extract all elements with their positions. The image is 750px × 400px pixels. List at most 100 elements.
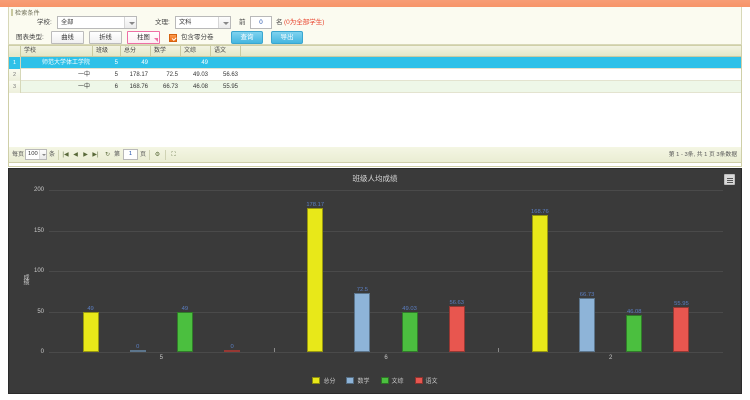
chart-bar[interactable]: 49.03 [401,306,418,352]
chevron-down-icon [39,150,46,159]
bar-value-label: 46.08 [626,308,642,315]
x-axis-divider [498,348,500,352]
y-axis-tick: 200 [33,187,44,193]
cell-school: 一中 [77,84,90,90]
prev-page-icon[interactable]: ◀ [73,152,78,158]
column-header-comp[interactable]: 文综 [181,46,211,57]
column-header-total[interactable]: 总分 [121,46,151,57]
cell-comp: 46.08 [192,84,208,90]
row-number: 1 [9,57,21,69]
y-axis-tick: 100 [33,268,44,274]
pagination-status: 第 1 - 3条, 共 1 页 3条数据 [668,152,737,158]
chart-bar[interactable]: 72.5 [354,287,371,352]
cell-comp: 49.03 [192,72,208,78]
bar-group: 49 0 49 0 5 [49,190,274,361]
chart-bar[interactable]: 0 [224,344,241,352]
school-select-value: 全部 [61,19,74,26]
grid-gutter-header [9,46,21,57]
bar-value-label: 66.73 [579,291,595,298]
column-header-chinese[interactable]: 语文 [211,46,241,57]
bar-value-label: 168.76 [531,209,549,216]
cell-chinese [211,57,241,69]
y-axis-tick: 150 [33,227,44,234]
table-row[interactable]: 2 一中 5 178.17 72.5 49.03 56.63 [9,69,741,81]
chart-bar[interactable]: 49 [176,306,193,352]
page-size-label: 每页 [12,152,25,158]
column-header-school[interactable]: 学校 [21,46,93,57]
next-page-icon[interactable]: ▶ [83,152,88,158]
stream-select[interactable]: 文科 [175,16,231,29]
column-header-math[interactable]: 数学 [151,46,181,57]
y-axis-tick: 50 [37,308,44,315]
y-gridline: 150 [34,228,723,234]
column-header-class[interactable]: 班级 [93,46,121,57]
page-number-input[interactable]: 1 [123,149,138,160]
chart-bar[interactable]: 66.73 [579,292,596,352]
bar-group: 168.76 66.73 46.08 55.95 2 [498,190,723,361]
chart-title: 班级人均成绩 [352,174,398,183]
chart-legend: 总分 数学 文综 语文 [9,376,741,385]
chart-bar[interactable]: 55.95 [673,301,690,352]
chart-bar[interactable]: 46.08 [626,309,643,352]
cell-class: 5 [114,60,118,66]
cell-total: 168.76 [129,84,148,90]
table-row[interactable]: 1 师范大学体工学院 5 49 49 [9,57,741,69]
cell-class: 6 [114,84,118,90]
x-axis-divider [273,348,275,352]
page-number-unit: 页 [140,152,147,158]
top-accent-band [0,0,750,7]
page-size-select[interactable]: 100 [25,149,47,160]
search-conditions-panel: 检索条件 学校: 全部 文理: 文科 前 0 名 (0为全部学生) 图表类型: … [8,7,742,45]
table-row[interactable]: 3 一中 6 168.76 66.73 46.08 55.95 [9,81,741,93]
query-button[interactable]: 查询 [231,31,263,44]
chart-type-bar-button[interactable]: 柱图 [127,31,160,44]
bar-group: 178.17 72.5 49.03 56.63 6 [273,190,499,361]
chart-menu-icon[interactable] [724,174,735,185]
last-page-icon[interactable]: ▶| [92,152,99,158]
chart-bar[interactable]: 178.17 [306,202,324,352]
gear-icon[interactable]: ⚙ [154,152,161,158]
y-gridline: 0 [41,349,723,355]
legend-item[interactable]: 总分 [312,376,335,385]
top-n-input[interactable]: 0 [250,16,272,29]
chart-type-line-button[interactable]: 折线 [89,31,122,44]
cell-class: 5 [114,72,118,78]
cell-math: 72.5 [166,72,178,78]
results-grid: 学校 班级 总分 数学 文综 语文 1 师范大学体工学院 5 49 49 2 一… [8,45,742,167]
first-page-icon[interactable]: |◀ [62,152,69,158]
top-n-hint: (0为全部学生) [284,19,325,26]
chart-bar[interactable]: 56.63 [448,300,465,352]
chart-bar[interactable]: 0 [129,344,146,352]
refresh-icon[interactable]: ↻ [104,152,111,158]
row-number: 2 [9,69,21,81]
school-select[interactable]: 全部 [57,16,137,29]
bar-value-label: 49 [181,306,189,313]
cell-total: 178.17 [129,72,148,78]
legend-swatch [380,377,389,384]
legend-item[interactable]: 语文 [414,376,438,385]
chart-bar[interactable]: 168.76 [531,209,549,352]
legend-swatch [414,377,423,384]
cell-math [151,57,181,69]
export-button[interactable]: 导出 [271,31,303,44]
legend-swatch [346,377,355,384]
bar-value-label: 0 [230,344,234,350]
search-row-2: 图表类型: 曲线 折线 柱图 包含零分卷 查询 导出 [9,31,741,46]
row-number: 3 [9,81,21,93]
include-zero-checkbox[interactable] [169,34,177,42]
top-n-unit: 名 [276,19,283,26]
chart-bar[interactable]: 49 [82,306,99,352]
cell-school: 师范大学体工学院 [41,60,90,66]
legend-label: 总分 [323,379,336,385]
y-axis-label: 成绩 [22,274,28,285]
legend-item[interactable]: 数学 [346,376,370,385]
y-axis-tick: 0 [40,349,44,355]
fullscreen-icon[interactable]: ⛶ [171,152,176,158]
chart-type-curve-button[interactable]: 曲线 [51,31,84,44]
legend-item[interactable]: 文综 [380,376,404,385]
bar-value-label: 55.95 [674,300,689,307]
bar-value-label: 0 [136,344,140,350]
pagination-toolbar: 每页 100 条 |◀ ◀ ▶ ▶| ↻ 第 1 页 ⚙ ⛶ 第 1 - 3条,… [8,147,742,163]
legend-label: 文综 [391,379,404,385]
